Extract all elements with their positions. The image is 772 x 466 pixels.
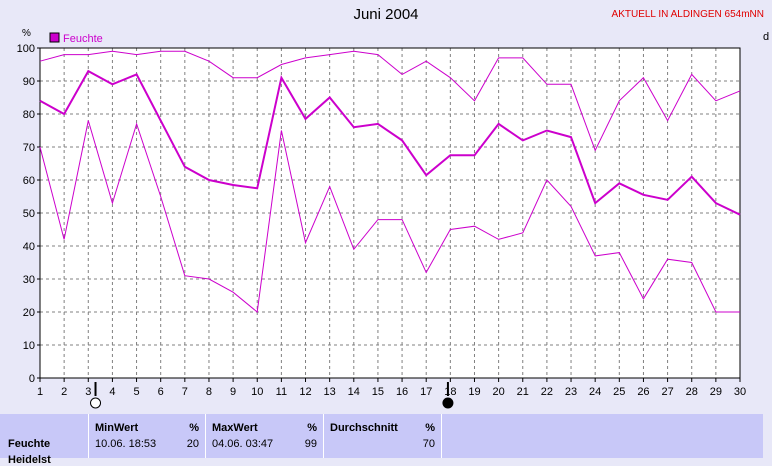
avg-unit: % bbox=[425, 422, 435, 434]
x-tick-label: 16 bbox=[396, 386, 408, 398]
x-tick-label: 19 bbox=[468, 386, 480, 398]
legend-swatch bbox=[49, 32, 60, 43]
row-label-2: Heidelst bbox=[8, 454, 51, 466]
x-tick-label: 12 bbox=[299, 386, 311, 398]
series-line-max bbox=[39, 50, 741, 152]
avg-value: 70 bbox=[422, 438, 435, 450]
min-unit: % bbox=[189, 422, 199, 434]
x-tick-label: 15 bbox=[372, 386, 384, 398]
x-tick-label: 20 bbox=[492, 386, 504, 398]
plot-frame bbox=[39, 47, 741, 379]
x-tick-label: 18 bbox=[444, 386, 456, 398]
x-tick-label: 23 bbox=[565, 386, 577, 398]
moon-open-icon bbox=[90, 397, 102, 409]
x-tick-label: 25 bbox=[613, 386, 625, 398]
x-tick-label: 14 bbox=[348, 386, 360, 398]
min-header: MinWert bbox=[95, 422, 139, 434]
y-tick-label: 30 bbox=[23, 274, 35, 286]
max-value-cell: MaxWert % 04.06. 03:47 99 bbox=[205, 414, 323, 458]
y-tick-label: 70 bbox=[23, 142, 35, 154]
x-tick-label: 29 bbox=[710, 386, 722, 398]
legend-label: Feuchte bbox=[63, 33, 103, 45]
status-text: AKTUELL IN ALDINGEN 654mNN bbox=[611, 9, 764, 20]
min-value: 20 bbox=[186, 438, 199, 450]
x-tick-label: 7 bbox=[182, 386, 188, 398]
row-label-feuchte: Feuchte bbox=[8, 438, 51, 450]
y-tick-label: 20 bbox=[23, 307, 35, 319]
max-value: 99 bbox=[304, 438, 317, 450]
min-value-cell: MinWert % 10.06. 18:53 20 bbox=[88, 414, 205, 458]
max-time: 04.06. 03:47 bbox=[212, 438, 274, 450]
moon-filled-icon bbox=[442, 397, 454, 409]
x-tick-label: 3 bbox=[85, 386, 91, 398]
x-tick-label: 11 bbox=[276, 386, 287, 398]
y-tick-label: 90 bbox=[23, 76, 35, 88]
row-labels: Feuchte Heidelst bbox=[0, 414, 88, 466]
summary-footer: Feuchte Heidelst MinWert % 10.06. 18:53 … bbox=[0, 414, 772, 466]
x-tick-label: 28 bbox=[686, 386, 698, 398]
min-time: 10.06. 18:53 bbox=[95, 438, 157, 450]
y-tick-label: 100 bbox=[17, 43, 35, 55]
x-tick-label: 2 bbox=[61, 386, 67, 398]
x-tick-label: 26 bbox=[637, 386, 649, 398]
cut-label: d bbox=[763, 31, 770, 43]
y-tick-label: 40 bbox=[23, 241, 35, 253]
x-tick-label: 9 bbox=[230, 386, 236, 398]
x-tick-label: 30 bbox=[734, 386, 746, 398]
x-tick-label: 4 bbox=[109, 386, 115, 398]
x-tick-label: 22 bbox=[541, 386, 553, 398]
x-tick-label: 8 bbox=[206, 386, 212, 398]
x-tick-label: 24 bbox=[589, 386, 601, 398]
series-line-min bbox=[39, 120, 740, 313]
chart-title: Juni 2004 bbox=[353, 6, 419, 23]
x-tick-label: 5 bbox=[133, 386, 139, 398]
x-tick-label: 27 bbox=[661, 386, 673, 398]
x-tick-label: 6 bbox=[158, 386, 164, 398]
y-tick-label: 10 bbox=[23, 340, 35, 352]
empty-cell bbox=[441, 414, 763, 458]
x-tick-label: 10 bbox=[251, 386, 263, 398]
y-tick-label: 0 bbox=[29, 373, 35, 385]
x-tick-label: 13 bbox=[324, 386, 336, 398]
y-axis-unit: % bbox=[22, 28, 31, 39]
max-unit: % bbox=[307, 422, 317, 434]
max-header: MaxWert bbox=[212, 422, 258, 434]
y-tick-label: 50 bbox=[23, 208, 35, 220]
average-cell: Durchschnitt % 70 bbox=[323, 414, 441, 458]
x-tick-label: 1 bbox=[37, 386, 43, 398]
y-tick-label: 60 bbox=[23, 175, 35, 187]
x-tick-label: 17 bbox=[420, 386, 432, 398]
y-tick-label: 80 bbox=[23, 109, 35, 121]
avg-header: Durchschnitt bbox=[330, 422, 398, 434]
series-line-avg bbox=[39, 69, 741, 216]
x-tick-label: 21 bbox=[517, 386, 529, 398]
